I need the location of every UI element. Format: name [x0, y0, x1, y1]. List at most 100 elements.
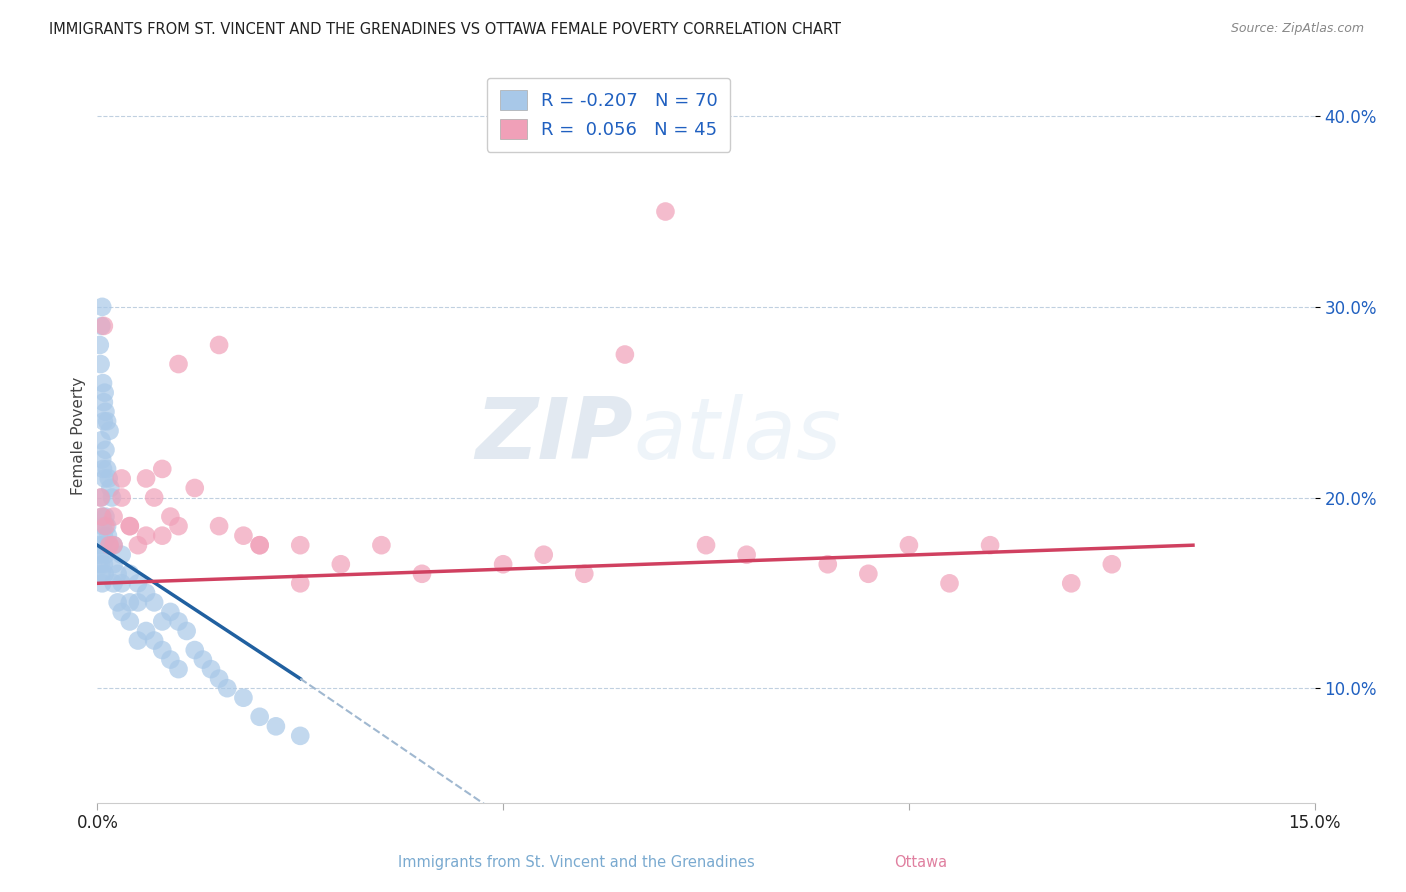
Text: atlas: atlas [633, 394, 841, 477]
Point [93, 558, 115, 572]
Point [290, 576, 312, 591]
Point [1060, 576, 1083, 591]
Point [94, 405, 117, 419]
Point [127, 595, 149, 609]
Point [135, 529, 157, 543]
Point [91, 538, 114, 552]
Point [93, 385, 115, 400]
Point [290, 729, 312, 743]
Point [91, 509, 114, 524]
Point [200, 662, 222, 676]
Point [103, 509, 125, 524]
Point [90, 318, 112, 333]
Point [107, 595, 129, 609]
Point [90, 357, 112, 371]
Point [98, 538, 121, 552]
Point [735, 548, 758, 562]
Point [97, 529, 120, 543]
Point [249, 538, 271, 552]
Point [87, 538, 110, 552]
Point [127, 576, 149, 591]
Point [127, 538, 149, 552]
Point [103, 558, 125, 572]
Point [111, 548, 134, 562]
Point [89, 548, 111, 562]
Point [143, 595, 166, 609]
Text: Source: ZipAtlas.com: Source: ZipAtlas.com [1230, 22, 1364, 36]
Point [93, 318, 115, 333]
Point [111, 471, 134, 485]
Point [111, 576, 134, 591]
Point [94, 548, 117, 562]
Point [135, 624, 157, 638]
Point [184, 643, 207, 657]
Point [167, 662, 190, 676]
Point [411, 566, 433, 581]
Point [167, 519, 190, 533]
Point [103, 538, 125, 552]
Point [290, 538, 312, 552]
Point [817, 558, 839, 572]
Point [574, 566, 596, 581]
Point [208, 672, 231, 686]
Point [533, 548, 555, 562]
Point [370, 538, 392, 552]
Point [96, 462, 118, 476]
Point [91, 509, 114, 524]
Point [96, 414, 118, 428]
Point [94, 509, 117, 524]
Point [232, 529, 254, 543]
Point [94, 442, 117, 457]
Text: Immigrants from St. Vincent and the Grenadines: Immigrants from St. Vincent and the Gren… [398, 855, 755, 870]
Point [93, 471, 115, 485]
Point [101, 491, 124, 505]
Text: Ottawa: Ottawa [894, 855, 948, 870]
Point [91, 462, 114, 476]
Point [249, 538, 271, 552]
Point [654, 204, 676, 219]
Point [150, 643, 173, 657]
Y-axis label: Female Poverty: Female Poverty [72, 376, 86, 495]
Point [90, 566, 112, 581]
Point [232, 690, 254, 705]
Point [167, 357, 190, 371]
Point [90, 558, 112, 572]
Point [150, 615, 173, 629]
Point [91, 519, 114, 533]
Point [118, 519, 141, 533]
Point [93, 529, 115, 543]
Point [208, 338, 231, 352]
Point [96, 519, 118, 533]
Point [111, 605, 134, 619]
Point [167, 615, 190, 629]
Point [118, 615, 141, 629]
Point [897, 538, 920, 552]
Point [159, 509, 181, 524]
Point [217, 681, 239, 696]
Point [111, 491, 134, 505]
Point [979, 538, 1001, 552]
Point [118, 566, 141, 581]
Point [695, 538, 717, 552]
Text: IMMIGRANTS FROM ST. VINCENT AND THE GRENADINES VS OTTAWA FEMALE POVERTY CORRELAT: IMMIGRANTS FROM ST. VINCENT AND THE GREN… [49, 22, 841, 37]
Point [135, 471, 157, 485]
Point [97, 471, 120, 485]
Point [91, 300, 114, 314]
Point [150, 529, 173, 543]
Point [938, 576, 960, 591]
Point [98, 538, 121, 552]
Point [107, 566, 129, 581]
Point [613, 347, 636, 361]
Point [89, 338, 111, 352]
Point [1101, 558, 1123, 572]
Point [191, 652, 214, 666]
Point [858, 566, 880, 581]
Point [90, 491, 112, 505]
Point [159, 605, 181, 619]
Point [264, 719, 287, 733]
Point [184, 481, 207, 495]
Point [91, 576, 114, 591]
Point [159, 652, 181, 666]
Legend: R = -0.207   N = 70, R =  0.056   N = 45: R = -0.207 N = 70, R = 0.056 N = 45 [486, 78, 731, 152]
Point [103, 538, 125, 552]
